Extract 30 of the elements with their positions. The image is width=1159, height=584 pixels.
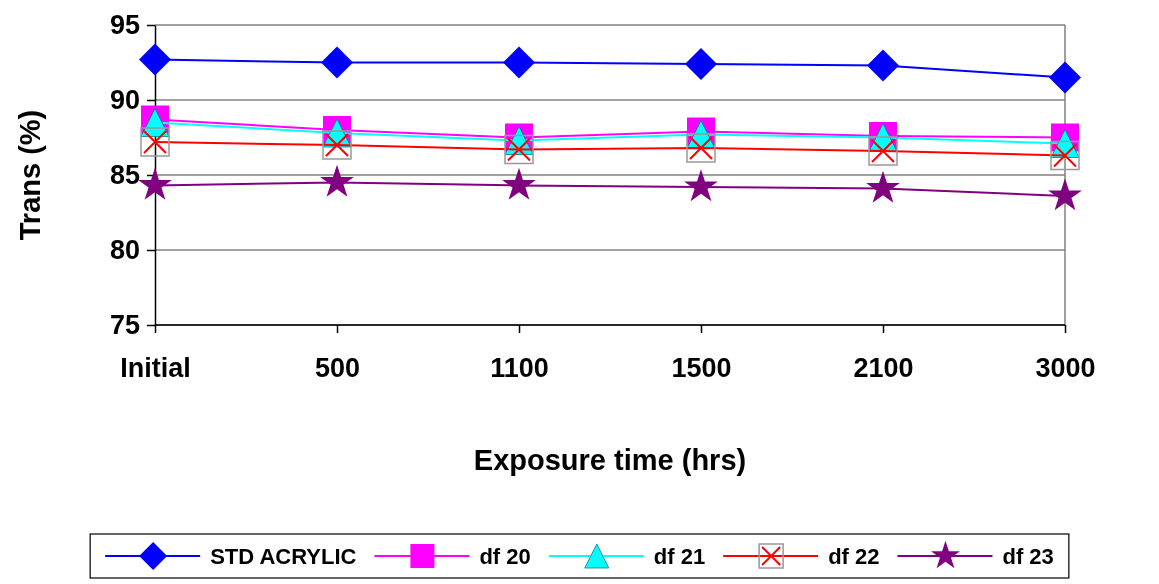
legend-label: STD ACRYLIC	[210, 543, 357, 569]
legend-label: df 23	[1002, 543, 1054, 569]
x-tick-label: 2100	[853, 352, 914, 383]
point	[138, 167, 172, 200]
point	[139, 43, 171, 76]
y-tick-label: 90	[109, 85, 140, 116]
y-tick-label: 85	[109, 160, 140, 191]
legend-label: df 20	[479, 543, 531, 569]
x-axis-title: Exposure time (hrs)	[473, 444, 747, 476]
point	[1048, 178, 1082, 211]
y-tick-label: 95	[109, 10, 140, 41]
x-tick-label: 1100	[490, 352, 549, 383]
legend-label: df 21	[653, 543, 706, 569]
point	[320, 164, 354, 197]
point	[866, 170, 900, 203]
legend-label: df 22	[828, 543, 880, 569]
point	[684, 169, 718, 202]
point	[321, 46, 353, 79]
point	[502, 167, 536, 200]
y-tick-label: 80	[109, 235, 140, 266]
x-tick-label: 1500	[671, 352, 732, 383]
x-tick-label: 3000	[1035, 352, 1096, 383]
point	[503, 46, 535, 79]
y-tick-label: 75	[109, 310, 140, 341]
point	[1049, 61, 1081, 94]
point	[867, 49, 899, 82]
point	[685, 48, 717, 80]
x-tick-label: 500	[314, 352, 361, 383]
y-axis-title: Trans (%)	[14, 109, 46, 241]
x-tick-label: Initial	[120, 352, 191, 383]
